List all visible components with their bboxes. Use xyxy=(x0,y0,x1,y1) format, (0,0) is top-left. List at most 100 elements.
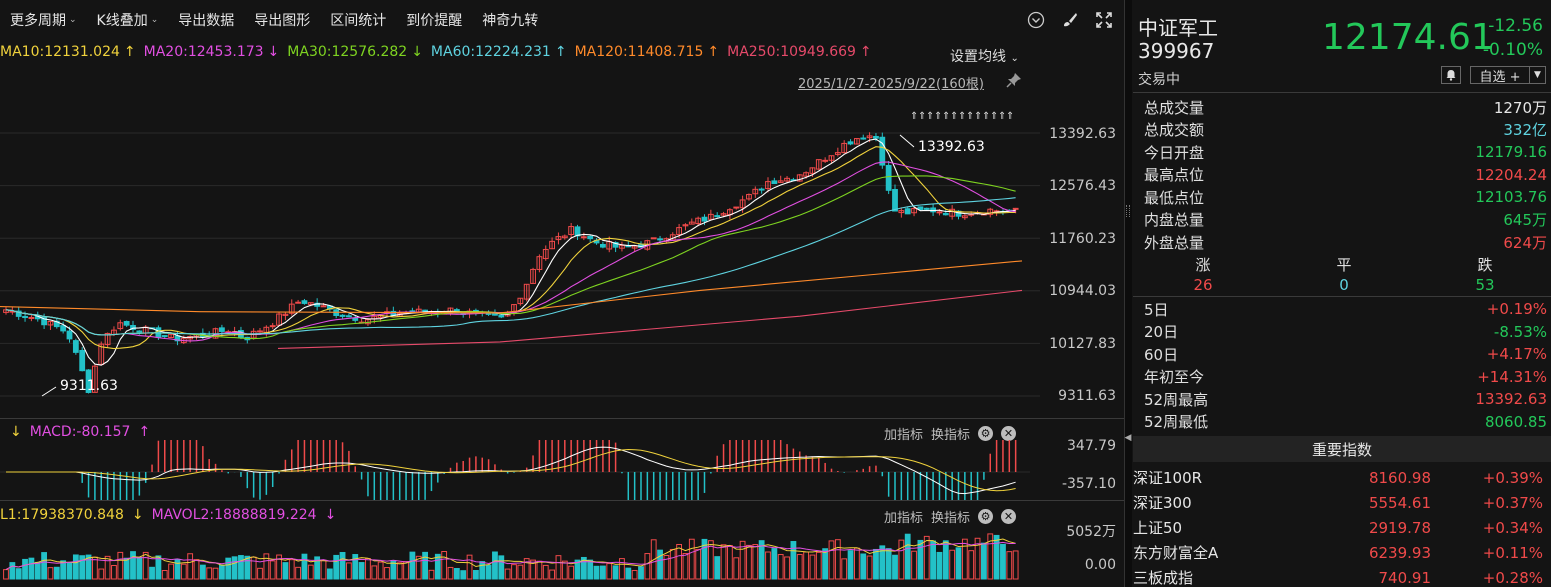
volume-bar xyxy=(504,568,511,580)
gear-icon[interactable]: ⚙ xyxy=(978,509,994,524)
add-indicator-button[interactable]: 加指标 xyxy=(884,511,924,526)
moving-average-line xyxy=(5,146,1016,350)
toolbar-label: 区间统计 xyxy=(330,13,387,29)
ma-settings-button[interactable]: 设置均线 ⌄ xyxy=(950,46,1019,66)
toolbar-label: 导出数据 xyxy=(178,13,235,29)
chevron-circle-down-icon[interactable] xyxy=(1026,10,1046,30)
switch-indicator-button[interactable]: 换指标 xyxy=(931,511,971,526)
volume-bar xyxy=(28,557,35,580)
toolbar-more-periods[interactable]: 更多周期 ⌄ xyxy=(0,10,87,30)
fullscreen-icon[interactable] xyxy=(1094,10,1114,30)
candle-body xyxy=(619,244,625,249)
volume-bar xyxy=(847,550,854,580)
stat-row: 最高点位 12204.24 xyxy=(1144,164,1547,186)
collapse-arrow-icon[interactable]: ◀ xyxy=(1124,433,1132,443)
volume-bar xyxy=(187,553,194,580)
gear-icon[interactable]: ⚙ xyxy=(978,426,994,441)
stat-row: 今日开盘 12179.16 xyxy=(1144,141,1547,163)
volume-bar xyxy=(885,548,892,580)
candle-body xyxy=(866,135,873,139)
watchlist-label: 自选 + xyxy=(1479,69,1521,85)
close-icon[interactable]: ✕ xyxy=(1001,426,1017,441)
brush-icon[interactable] xyxy=(1060,10,1080,30)
volume-bar xyxy=(523,558,530,580)
volume-bar xyxy=(809,554,816,580)
volume-bar xyxy=(66,562,73,580)
candle-body xyxy=(346,315,352,318)
high-annotation: 13392.63 xyxy=(918,139,985,155)
price-axis-label: 13392.63 xyxy=(1049,126,1116,142)
breadth-down-label: 跌 xyxy=(1477,256,1493,274)
candle-body xyxy=(746,194,752,200)
signal-arrow-icon: ⇑ xyxy=(958,111,966,122)
stat-row: 总成交额 332亿 xyxy=(1144,119,1547,141)
toolbar-price-alert[interactable]: 到价提醒 xyxy=(396,10,472,30)
toolbar-export-data[interactable]: 导出数据 xyxy=(168,10,244,30)
ma-value: MA10:12131.024 xyxy=(0,44,120,60)
period-label: 52周最低 xyxy=(1144,413,1209,431)
candle-body xyxy=(650,237,657,240)
trading-status: 交易中 xyxy=(1138,72,1180,88)
toolbar-magic-nine[interactable]: 神奇九转 xyxy=(472,10,548,30)
toolbar-kline-overlay[interactable]: K线叠加 ⌄ xyxy=(87,10,169,30)
volume-bar xyxy=(771,548,778,580)
volume-bar xyxy=(873,548,879,580)
macd-chart[interactable] xyxy=(0,440,1124,500)
chart-area[interactable]: 更多周期 ⌄ K线叠加 ⌄ 导出数据 导出图形 区间统计 到价提醒 神奇九转 MA1… xyxy=(0,0,1124,587)
volume-bar xyxy=(98,568,105,580)
volume-bar xyxy=(739,540,746,580)
volume-bar xyxy=(555,555,562,580)
volume-bar xyxy=(974,537,981,580)
volume-bar xyxy=(834,539,841,580)
volume-bar xyxy=(892,554,898,580)
moving-average-line xyxy=(5,197,1016,336)
key-index-row[interactable]: 三板成指 740.91 +0.28% xyxy=(1133,565,1551,587)
candle-body xyxy=(815,159,822,170)
volume-bar xyxy=(815,551,822,580)
watchlist-dropdown-icon[interactable]: ▼ xyxy=(1530,66,1546,84)
ma-settings-label: 设置均线 xyxy=(950,49,1006,65)
date-range-label[interactable]: 2025/1/27-2025/9/22(160根) xyxy=(798,77,984,92)
candle-body xyxy=(796,174,803,182)
key-index-value: 2919.78 xyxy=(1368,518,1431,537)
stat-value: 1270万 xyxy=(1493,98,1547,117)
volume-bar xyxy=(866,555,873,580)
volume-bar xyxy=(47,567,54,580)
add-indicator-button[interactable]: 加指标 xyxy=(884,428,924,443)
candle-body xyxy=(123,321,130,326)
volume-l1-value: L1:17938370.848 xyxy=(0,507,124,523)
volume-bar xyxy=(1006,551,1013,580)
key-index-row[interactable]: 上证50 2919.78 +0.34% xyxy=(1133,515,1551,540)
pin-icon[interactable] xyxy=(1006,72,1022,92)
switch-indicator-button[interactable]: 换指标 xyxy=(931,428,971,443)
candle-body xyxy=(72,340,79,353)
key-index-pct: +0.34% xyxy=(1482,518,1543,537)
close-icon[interactable]: ✕ xyxy=(1001,509,1017,524)
volume-bar xyxy=(574,559,581,580)
volume-bar xyxy=(257,567,263,580)
splitter-grip-icon[interactable] xyxy=(1126,205,1130,217)
volume-chart[interactable] xyxy=(0,525,1124,585)
key-index-row[interactable]: 深证300 5554.61 +0.37% xyxy=(1133,490,1551,515)
breadth-up-label: 涨 xyxy=(1195,256,1211,274)
candle-body xyxy=(923,207,930,210)
volume-bar xyxy=(993,534,1000,580)
toolbar-range-stats[interactable]: 区间统计 xyxy=(320,10,396,30)
volume-bar xyxy=(644,553,651,580)
candle-body xyxy=(936,211,943,214)
arrow-down-icon: ↓ xyxy=(131,507,144,523)
ma-value: MA20:12453.173 xyxy=(143,44,264,60)
stat-value: 12204.24 xyxy=(1475,165,1547,184)
key-index-row[interactable]: 东方财富全A 6239.93 +0.11% xyxy=(1133,540,1551,565)
toolbar-label: 导出图形 xyxy=(254,13,311,29)
chart-toolbar: 更多周期 ⌄ K线叠加 ⌄ 导出数据 导出图形 区间统计 到价提醒 神奇九转 xyxy=(0,0,1124,40)
panel-splitter[interactable] xyxy=(1124,0,1132,587)
toolbar-export-image[interactable]: 导出图形 xyxy=(244,10,320,30)
volume-bar xyxy=(727,545,733,580)
arrow-down-icon: ↓ xyxy=(267,44,280,60)
bell-icon[interactable] xyxy=(1441,66,1461,84)
volume-bar xyxy=(600,565,606,580)
add-watchlist-button[interactable]: 自选 + xyxy=(1470,66,1530,85)
key-index-row[interactable]: 深证100R 8160.98 +0.39% xyxy=(1133,465,1551,490)
